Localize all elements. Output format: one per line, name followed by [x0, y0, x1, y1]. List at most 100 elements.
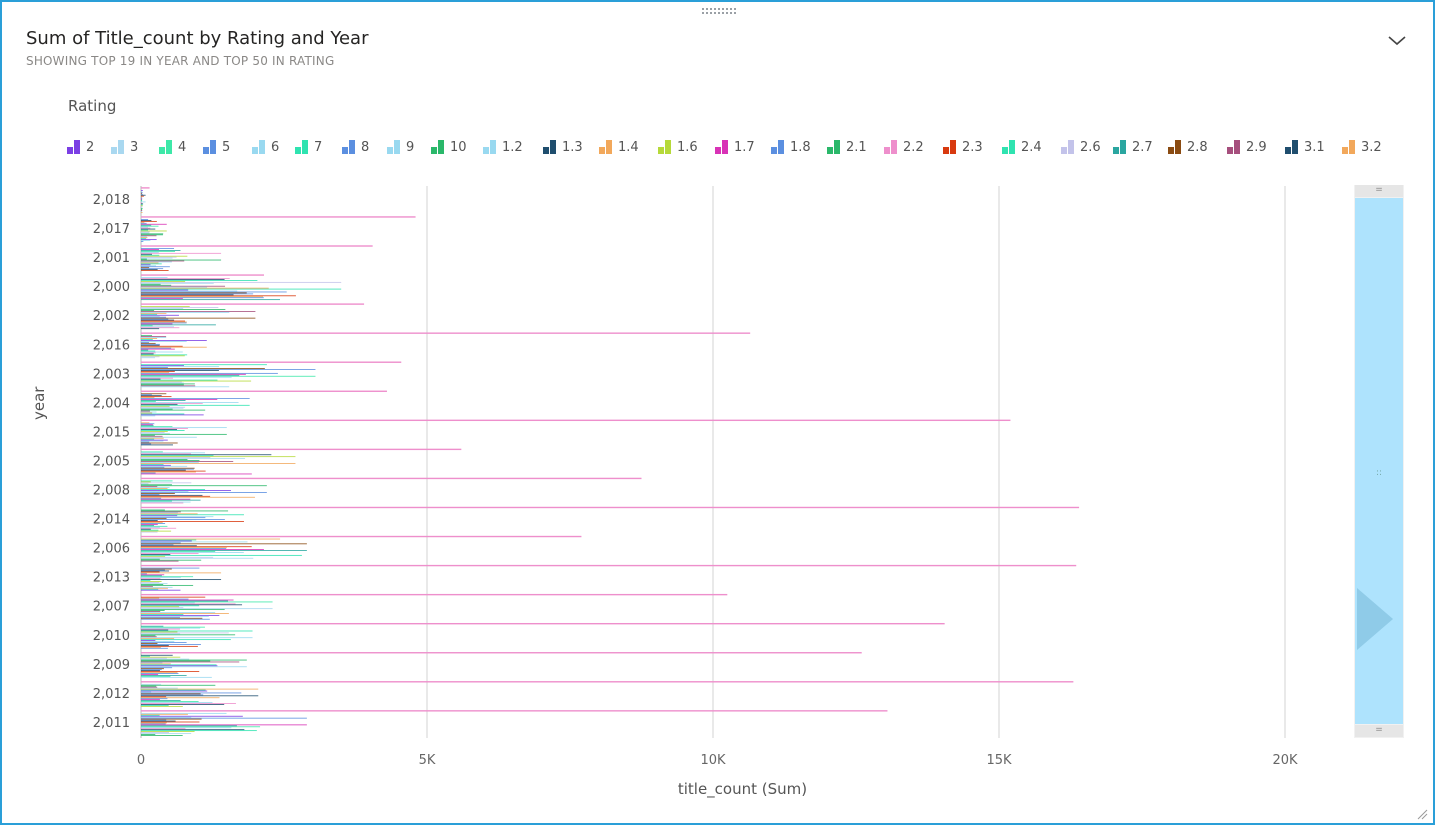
- bar[interactable]: [141, 643, 158, 644]
- bar[interactable]: [141, 365, 184, 367]
- bar[interactable]: [141, 253, 152, 255]
- bar[interactable]: [141, 607, 184, 609]
- bar[interactable]: [141, 543, 307, 545]
- bar[interactable]: [141, 733, 192, 734]
- bar-highlight[interactable]: [141, 652, 862, 654]
- bar[interactable]: [141, 281, 342, 283]
- bar[interactable]: [141, 467, 195, 469]
- bar[interactable]: [141, 538, 281, 540]
- bar[interactable]: [141, 208, 143, 210]
- bar[interactable]: [141, 666, 247, 668]
- bar[interactable]: [141, 288, 342, 290]
- bar[interactable]: [141, 464, 171, 466]
- bar[interactable]: [141, 644, 201, 645]
- bar[interactable]: [141, 366, 220, 368]
- bar[interactable]: [141, 436, 197, 438]
- bar[interactable]: [141, 719, 167, 721]
- bar-highlight[interactable]: [141, 506, 1080, 509]
- bar[interactable]: [141, 433, 227, 435]
- bar-highlight[interactable]: [141, 710, 888, 712]
- bar[interactable]: [141, 613, 229, 614]
- bar[interactable]: [141, 373, 246, 375]
- bar-highlight[interactable]: [141, 419, 1011, 422]
- bar[interactable]: [141, 584, 164, 585]
- bar[interactable]: [141, 451, 163, 453]
- bar[interactable]: [141, 545, 197, 547]
- bar[interactable]: [141, 440, 164, 442]
- bar-highlight[interactable]: [141, 245, 373, 247]
- bar[interactable]: [141, 517, 206, 519]
- bar[interactable]: [141, 471, 196, 473]
- bar[interactable]: [141, 630, 253, 632]
- bar[interactable]: [141, 351, 183, 353]
- bar[interactable]: [141, 202, 142, 204]
- bar[interactable]: [141, 512, 178, 514]
- bar[interactable]: [141, 319, 175, 321]
- bar[interactable]: [141, 233, 164, 235]
- bar[interactable]: [141, 258, 147, 260]
- bar[interactable]: [141, 270, 169, 271]
- bar[interactable]: [141, 673, 179, 674]
- bar[interactable]: [141, 488, 168, 490]
- bar[interactable]: [141, 364, 267, 366]
- bar[interactable]: [141, 572, 222, 574]
- bar[interactable]: [141, 662, 163, 664]
- bar[interactable]: [141, 372, 170, 373]
- bar[interactable]: [141, 228, 156, 230]
- bar[interactable]: [141, 250, 176, 252]
- bar[interactable]: [141, 262, 159, 264]
- bar[interactable]: [141, 254, 160, 256]
- bar[interactable]: [141, 425, 154, 427]
- bar[interactable]: [141, 731, 195, 732]
- bar[interactable]: [141, 439, 168, 441]
- bar[interactable]: [141, 236, 147, 238]
- bar[interactable]: [141, 542, 181, 544]
- bar[interactable]: [141, 502, 184, 504]
- bar[interactable]: [141, 703, 236, 704]
- bar[interactable]: [141, 463, 296, 464]
- bar[interactable]: [141, 293, 254, 295]
- bar[interactable]: [141, 472, 156, 474]
- bar[interactable]: [141, 294, 234, 296]
- bar[interactable]: [141, 211, 142, 212]
- bar[interactable]: [141, 367, 168, 368]
- bar[interactable]: [141, 234, 163, 236]
- bar[interactable]: [141, 432, 170, 434]
- bar[interactable]: [141, 727, 232, 729]
- bar[interactable]: [141, 383, 195, 385]
- bar[interactable]: [141, 313, 158, 315]
- bar[interactable]: [141, 694, 204, 696]
- bar[interactable]: [141, 560, 179, 562]
- bar[interactable]: [141, 598, 189, 600]
- bar[interactable]: [141, 490, 231, 491]
- bar[interactable]: [141, 220, 157, 222]
- bar[interactable]: [141, 525, 168, 527]
- bar[interactable]: [141, 341, 150, 343]
- bar[interactable]: [141, 256, 177, 258]
- bar[interactable]: [141, 347, 172, 349]
- bar[interactable]: [141, 577, 181, 579]
- bar[interactable]: [141, 485, 267, 487]
- bar[interactable]: [141, 190, 142, 192]
- bar[interactable]: [141, 201, 146, 203]
- bar[interactable]: [141, 605, 200, 607]
- bar[interactable]: [141, 432, 165, 433]
- bar[interactable]: [141, 277, 168, 278]
- bar[interactable]: [141, 462, 199, 463]
- bar[interactable]: [141, 426, 173, 428]
- bar[interactable]: [141, 374, 240, 376]
- bar[interactable]: [141, 442, 178, 444]
- bar[interactable]: [141, 261, 172, 263]
- bar[interactable]: [141, 714, 160, 716]
- bar[interactable]: [141, 290, 238, 292]
- bar[interactable]: [141, 380, 252, 382]
- bar[interactable]: [141, 212, 143, 213]
- bar[interactable]: [141, 499, 201, 501]
- bar[interactable]: [141, 197, 143, 199]
- resize-handle-icon[interactable]: [1416, 808, 1428, 820]
- bar[interactable]: [141, 204, 143, 206]
- bar[interactable]: [141, 340, 207, 341]
- bar[interactable]: [141, 489, 206, 490]
- bar[interactable]: [141, 627, 201, 629]
- bar[interactable]: [141, 411, 157, 413]
